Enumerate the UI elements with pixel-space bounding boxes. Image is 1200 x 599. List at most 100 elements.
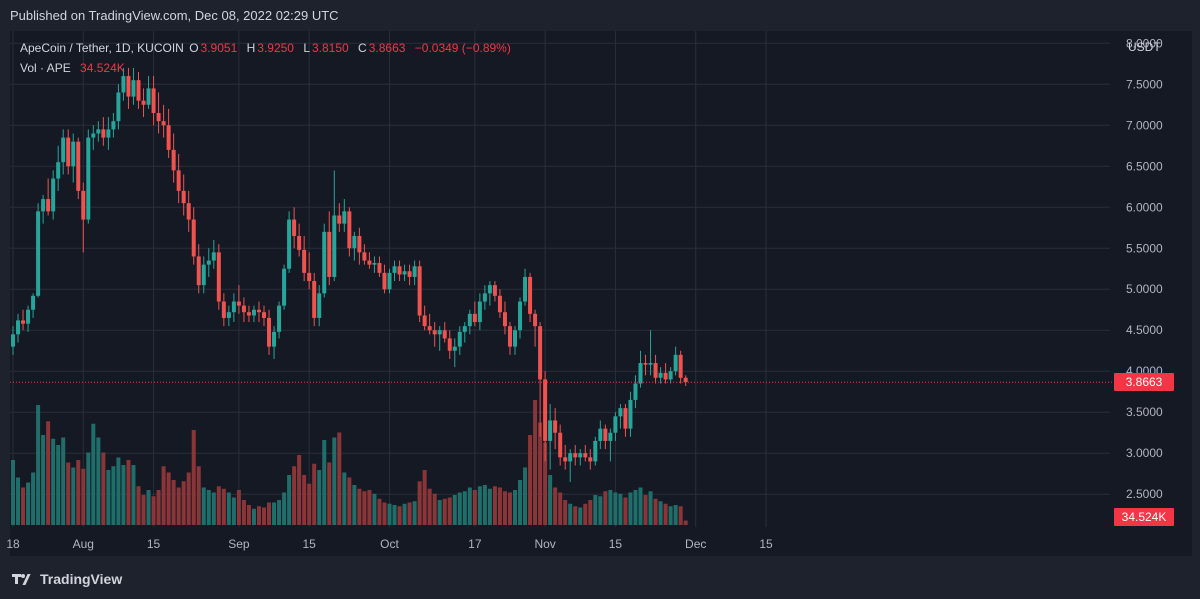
candle-body (282, 268, 287, 306)
candle-body (292, 219, 297, 236)
volume-bar (472, 490, 477, 525)
candle-body (492, 285, 497, 296)
candle-body (392, 266, 397, 273)
volume-bar (111, 466, 116, 525)
volume-legend: Vol · APE 34.524K (20, 61, 127, 75)
candle-body (558, 432, 563, 458)
last-price-tag: 3.8663 (1114, 373, 1174, 392)
candle-body (327, 231, 332, 277)
candle-body (543, 379, 548, 441)
candle-body (21, 320, 26, 324)
candle-body (402, 271, 407, 275)
volume-bar (513, 490, 517, 525)
candle-body (161, 121, 166, 126)
candle-body (417, 266, 422, 316)
candle-body (412, 266, 417, 277)
volume-label[interactable]: Vol · APE (20, 61, 71, 75)
tradingview-logo[interactable]: TradingView (12, 571, 122, 587)
volume-bar (307, 483, 312, 525)
price-tick-label: 6.5000 (1126, 159, 1163, 173)
candle-body (131, 80, 136, 97)
volume-bar (673, 505, 678, 525)
volume-bar (648, 491, 653, 525)
volume-bar (442, 498, 447, 525)
candle-body (337, 215, 342, 224)
volume-bar (46, 421, 51, 525)
volume-bar (226, 492, 231, 525)
candle-body (357, 235, 362, 253)
volume-bar (141, 495, 146, 525)
volume-bar (56, 445, 61, 525)
volume-bar (181, 481, 186, 525)
volume-bar (452, 495, 457, 525)
volume-bar (342, 472, 347, 525)
ohlc-legend: ApeCoin / Tether, 1D, KUCOIN O 3.9051 H 3.… (20, 41, 513, 55)
candle-body (618, 408, 623, 417)
volume-bar (61, 437, 66, 525)
candle-body (633, 383, 638, 400)
candle-body (683, 377, 688, 383)
candle-body (447, 338, 452, 351)
volume-bar (663, 503, 668, 525)
time-tick-label: 18 (6, 537, 20, 551)
candle-body (533, 313, 538, 327)
candle-body (442, 330, 447, 339)
volume-bar (628, 492, 633, 525)
volume-bar (603, 491, 608, 525)
currency-label: USDT (1128, 40, 1161, 54)
volume-bar (598, 496, 603, 525)
volume-bar (553, 487, 558, 525)
chart-frame[interactable] (10, 31, 1192, 556)
volume-bar (432, 493, 437, 525)
candle-body (628, 399, 633, 429)
candle-body (613, 416, 618, 433)
candle-body (16, 320, 21, 335)
candle-body (231, 301, 236, 313)
volume-bar (36, 405, 41, 525)
volume-bar (412, 501, 417, 525)
volume-bar (146, 490, 151, 525)
volume-bar (71, 467, 76, 525)
symbol-label[interactable]: ApeCoin / Tether, 1D, KUCOIN (20, 41, 184, 55)
candle-body (563, 457, 568, 462)
volume-bar (186, 472, 191, 525)
low-value: 3.8150 (312, 41, 349, 55)
candle-body (176, 170, 181, 191)
volume-bar (156, 490, 161, 525)
volume-bar (658, 501, 663, 525)
volume-bar (462, 491, 467, 525)
candle-body (86, 137, 91, 220)
volume-bar (643, 495, 648, 525)
volume-bar (437, 500, 442, 525)
volume-bar (106, 470, 111, 525)
candle-body (608, 432, 613, 441)
candle-body (221, 301, 226, 318)
volume-bar (91, 423, 96, 525)
volume-bar (11, 460, 15, 525)
volume-bar (101, 452, 106, 525)
candle-body (477, 301, 482, 323)
volume-bar (166, 472, 171, 525)
volume-bar (31, 472, 36, 525)
candle-body (487, 285, 492, 294)
last-volume-tag: 34.524K (1114, 508, 1174, 526)
time-tick-label: 15 (759, 537, 773, 551)
candle-body (347, 211, 352, 249)
candle-body (211, 252, 216, 261)
volume-bar (447, 497, 452, 525)
candle-body (332, 215, 337, 277)
candle-body (598, 428, 603, 441)
volume-bar (568, 503, 573, 525)
candle-body (372, 263, 377, 265)
candle-body (568, 453, 573, 462)
volume-bar (548, 475, 553, 525)
change-value: −0.0349 (−0.89%) (414, 41, 511, 55)
price-tick-label: 4.5000 (1126, 323, 1163, 337)
candle-body (186, 203, 191, 220)
candles (11, 67, 688, 482)
volume-bar (367, 490, 372, 525)
time-tick-label: Dec (685, 537, 706, 551)
volume-bar (241, 500, 246, 525)
volume-bar (332, 437, 337, 525)
